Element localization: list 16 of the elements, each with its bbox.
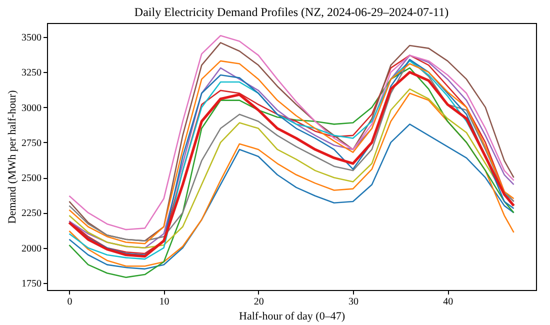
y-tick-label: 2500	[22, 173, 42, 184]
x-tick-label: 40	[443, 296, 454, 308]
chart-title: Daily Electricity Demand Profiles (NZ, 2024-06-29–2024-07-11)	[134, 5, 449, 19]
x-tick-label: 30	[348, 296, 358, 308]
y-tick-label: 2000	[22, 243, 42, 254]
y-axis-title: Demand (MWh per half-hour)	[6, 90, 18, 224]
y-tick-label: 3250	[22, 68, 42, 79]
y-tick-label: 2750	[22, 138, 42, 149]
x-tick-label: 10	[159, 296, 170, 308]
x-tick-label: 20	[254, 296, 264, 308]
x-axis-title: Half-hour of day (0–47)	[239, 310, 346, 322]
y-tick-label: 3500	[22, 32, 42, 44]
x-tick-label: 0	[67, 296, 72, 308]
y-tick-label: 2250	[22, 208, 42, 220]
y-tick-label: 3000	[22, 102, 42, 114]
y-tick-label: 1750	[22, 278, 42, 290]
